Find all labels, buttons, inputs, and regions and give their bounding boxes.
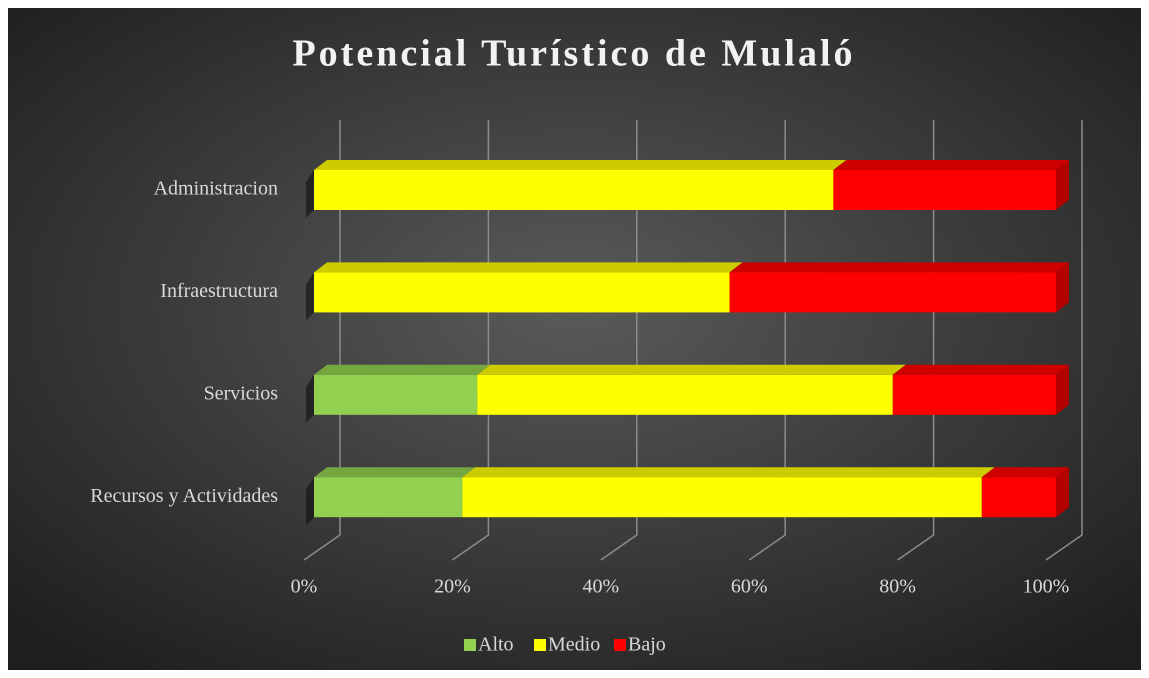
grid-line: [748, 120, 786, 561]
bar: [477, 374, 893, 415]
bar-top: [981, 467, 1069, 478]
x-tick-label: 80%: [879, 576, 916, 598]
bar-shadow: [306, 374, 314, 423]
chart-background: [8, 8, 1141, 670]
bar: [314, 374, 478, 415]
bar-top: [314, 262, 743, 273]
bar: [892, 374, 1056, 415]
legend-swatch: [464, 639, 476, 651]
bar-shadow: [306, 272, 314, 321]
grid-line: [303, 120, 341, 561]
legend-swatch: [614, 639, 626, 651]
bar-top: [833, 160, 1069, 170]
chart-title: Potencial Turístico de Mulaló: [292, 33, 855, 75]
x-tick-label: 20%: [434, 576, 471, 598]
y-tick-label: Infraestructura: [160, 280, 278, 302]
bar-side: [1056, 364, 1069, 415]
bar-top: [892, 364, 1069, 375]
y-tick-label: Servicios: [204, 382, 279, 404]
bar-shadow: [306, 477, 314, 526]
y-tick-label: Recursos y Actividades: [90, 485, 278, 507]
grid-line: [451, 120, 490, 561]
bar-top: [314, 467, 476, 478]
bar-top: [462, 467, 995, 478]
y-tick-label: Administracion: [154, 178, 278, 200]
x-tick-label: 100%: [1023, 576, 1070, 598]
grid-line: [1045, 120, 1083, 561]
legend-label: Bajo: [628, 634, 666, 656]
bar: [981, 477, 1056, 518]
bar: [314, 170, 834, 210]
bar-top: [314, 364, 491, 375]
legend-label: Medio: [548, 634, 600, 656]
x-tick-label: 0%: [291, 576, 318, 598]
bar-top: [729, 262, 1069, 273]
legend-label: Alto: [478, 634, 514, 656]
x-tick-label: 40%: [582, 576, 619, 598]
grid-line: [600, 120, 638, 561]
bar: [729, 272, 1056, 313]
bar-side: [1056, 262, 1069, 313]
bar-side: [1056, 160, 1069, 210]
bar-side: [1056, 467, 1069, 518]
bar: [462, 477, 982, 518]
bar-top: [314, 160, 847, 170]
x-tick-label: 60%: [731, 576, 768, 598]
bar-shadow: [306, 170, 314, 218]
legend-swatch: [534, 639, 546, 651]
bar-top: [477, 364, 906, 375]
bar: [314, 477, 463, 518]
bar: [833, 170, 1056, 210]
grid-line: [897, 120, 935, 561]
bar: [314, 272, 730, 313]
